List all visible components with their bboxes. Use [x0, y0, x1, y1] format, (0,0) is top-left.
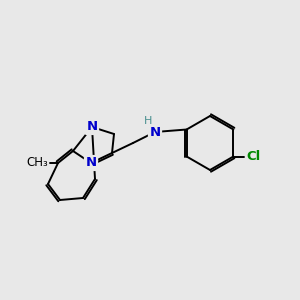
Text: H: H [144, 116, 153, 126]
Text: N: N [85, 157, 97, 169]
Text: CH₃: CH₃ [26, 157, 48, 169]
Text: N: N [86, 121, 98, 134]
Text: N: N [149, 125, 161, 139]
Text: Cl: Cl [246, 150, 260, 163]
